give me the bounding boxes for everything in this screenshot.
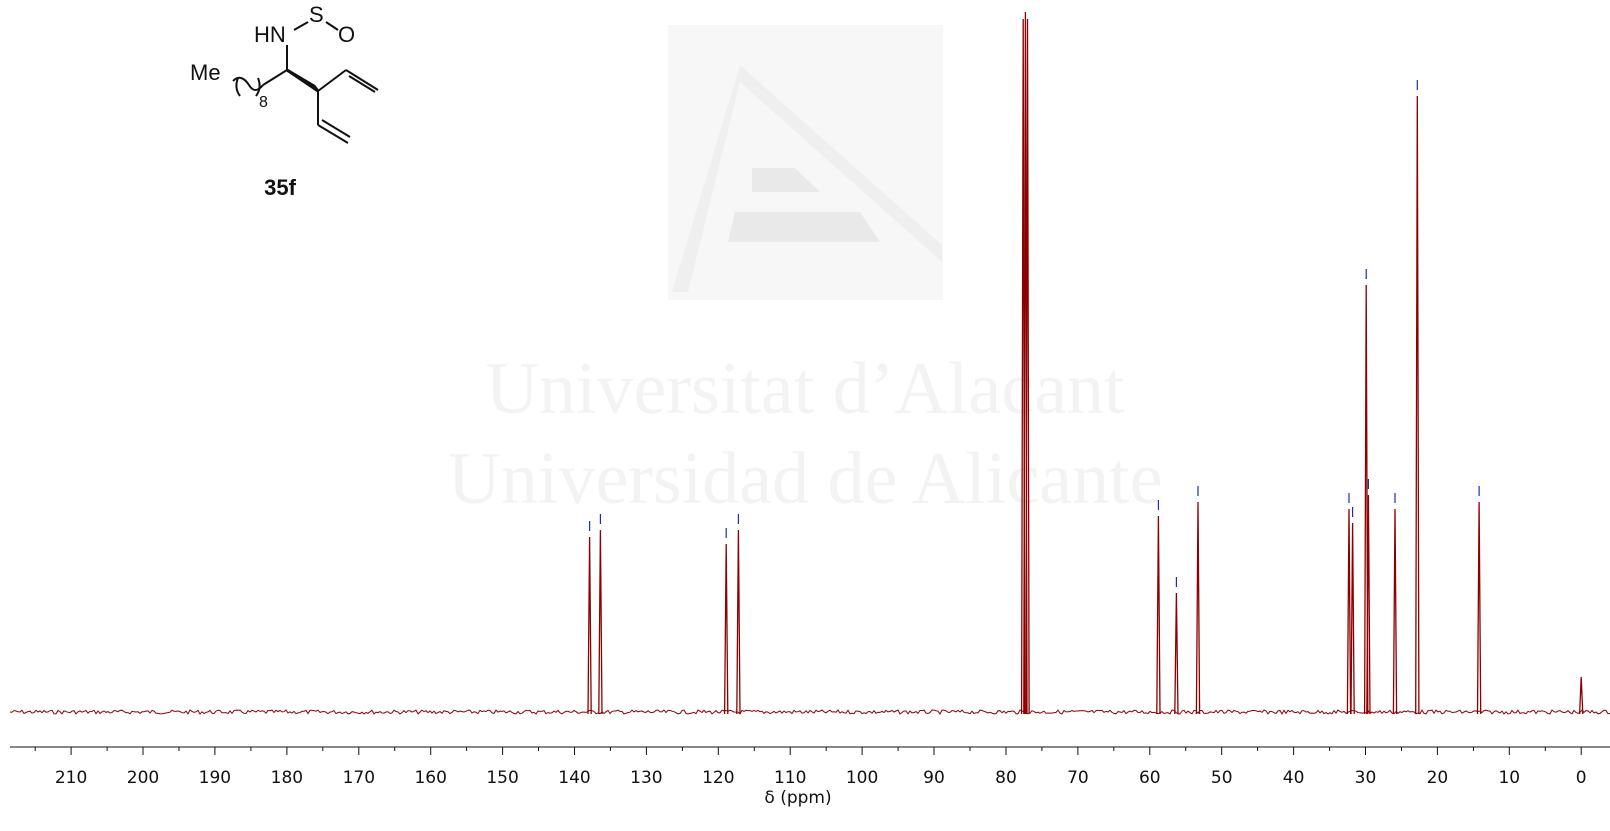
x-tick-label: 50 [1211,768,1233,788]
x-tick-label: 130 [630,768,662,788]
x-tick-label: 30 [1355,768,1377,788]
x-tick-label: 0 [1576,768,1587,788]
atom-hn: HN [254,22,286,47]
watermark-line-2: Universidad de Alicante [447,438,1162,520]
spectrum-plot [9,11,1610,715]
x-tick-label: 160 [414,768,446,788]
x-tick-label: 80 [995,768,1017,788]
atom-me: Me [190,60,221,85]
atom-subscript: 8 [259,94,268,111]
x-tick-label: 190 [199,768,231,788]
x-tick-label: 140 [558,768,590,788]
x-tick-label: 100 [846,768,878,788]
x-tick-label: 90 [923,768,945,788]
spectrum-peak [1195,501,1201,715]
ppm-axis: 210 200 190 180 170 160 150 140 130 120 110 100 90 80… [10,746,1610,788]
x-tick-label: 60 [1139,768,1161,788]
spectrum-peak [1578,676,1584,715]
spectrum-peak [723,543,729,715]
x-tick-label: 200 [127,768,159,788]
spectrum-peak [1366,494,1371,715]
x-tick-label: 110 [774,768,806,788]
watermark-line-1: Universitat d’Alacant [485,348,1124,430]
spectrum-baseline [9,709,1610,715]
x-tick-label: 180 [271,768,303,788]
spectrum-peak [587,536,592,715]
spectrum-peak [736,529,741,715]
x-tick-label: 20 [1427,768,1449,788]
atom-o: O [338,22,355,47]
x-tick-label: 70 [1067,768,1089,788]
spectrum-peak [1156,515,1161,715]
spectrum-peak [1350,522,1355,715]
x-tick-label: 10 [1498,768,1520,788]
spectrum-peak [1415,95,1420,715]
x-axis-label: δ (ppm) [764,788,831,808]
x-tick-label: 170 [343,768,375,788]
spectrum-peak [1346,508,1352,715]
compound-label: 35f [264,175,296,200]
x-tick-label: 150 [486,768,518,788]
watermark-logo-icon [668,25,943,300]
spectrum-peak [1025,18,1030,715]
spectrum-peak [598,529,603,715]
molecule-structure [232,21,379,144]
x-tick-label: 210 [55,768,87,788]
x-tick-label: 120 [702,768,734,788]
atom-s: S [309,2,324,27]
x-tick-label: 40 [1283,768,1305,788]
spectrum-peak [1174,592,1179,715]
spectrum-peak [1476,501,1482,715]
spectrum-peak [1392,508,1398,715]
